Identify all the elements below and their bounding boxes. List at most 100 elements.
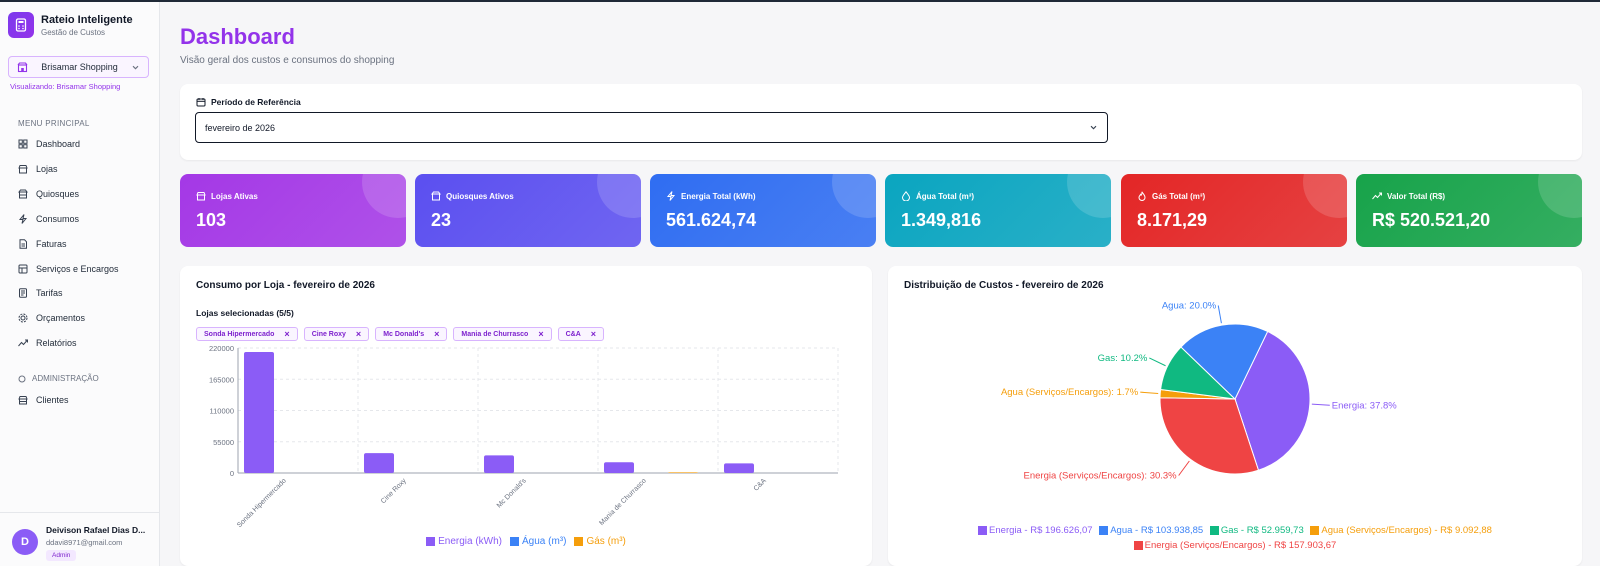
close-icon[interactable]: ×	[590, 329, 597, 339]
trend-icon	[18, 339, 28, 347]
kiosk-icon	[431, 191, 441, 201]
store-icon	[18, 165, 28, 174]
y-tick-label: 55000	[213, 438, 234, 447]
sidebar-item-label: Dashboard	[36, 139, 81, 149]
kpi-value: 23	[431, 210, 452, 230]
invoice-icon	[19, 239, 27, 249]
menu-heading-main: MENU PRINCIPAL	[18, 119, 90, 128]
sidebar-item-label: Clientes	[36, 395, 69, 405]
clients-icon	[18, 396, 28, 405]
sidebar-item-lojas[interactable]: Lojas	[18, 164, 58, 174]
bar	[604, 462, 634, 473]
store-chip: Mc Donald's ×	[375, 327, 448, 341]
legend-swatch	[1310, 526, 1320, 535]
page-title: Dashboard	[180, 24, 295, 49]
legend-item[interactable]: Energia - R$ 196.626,07	[978, 525, 1093, 536]
legend-label: Energia (kWh)	[438, 536, 502, 547]
sidebar-item-label: Faturas	[36, 239, 67, 249]
period-select[interactable]: fevereiro de 2026	[195, 112, 1108, 143]
sidebar-item-quiosques[interactable]: Quiosques	[18, 189, 79, 199]
legend-item[interactable]: Energia (kWh)	[426, 536, 502, 547]
flame-icon	[1138, 191, 1146, 201]
legend-label: Energia (Serviços/Encargos) - R$ 157.903…	[1144, 540, 1337, 551]
close-icon[interactable]: ×	[434, 329, 440, 339]
y-tick-label: 220000	[209, 344, 234, 353]
chip-label: Cine Roxy	[311, 330, 346, 338]
kpi-card-gas: Gás Total (m³) 8.171,29	[1121, 174, 1347, 247]
legend-item[interactable]: Água (m³)	[510, 536, 566, 547]
pie-slice-label: Energia (Serviços/Encargos): 30.3%	[1024, 470, 1178, 481]
distribution-title: Distribuição de Custos - fevereiro de 20…	[904, 280, 1104, 291]
consumption-card: Consumo por Loja - fevereiro de 2026 Loj…	[180, 266, 872, 566]
close-icon[interactable]: ×	[284, 329, 290, 339]
store-chip: Sonda Hipermercado ×	[196, 327, 298, 341]
close-icon[interactable]: ×	[355, 329, 362, 339]
pie-label-leader	[1140, 391, 1159, 394]
pie-slice-label: Agua (Serviços/Encargos): 1.7%	[1001, 387, 1139, 398]
legend-swatch	[1209, 526, 1219, 535]
sidebar-item-label: Lojas	[36, 164, 58, 174]
kiosk-icon	[18, 189, 28, 199]
x-tick-label: C&A	[753, 477, 768, 492]
legend-item[interactable]: Agua (Serviços/Encargos) - R$ 9.092,88	[1310, 525, 1492, 536]
sidebar-item-faturas[interactable]: Faturas	[18, 239, 67, 249]
close-icon[interactable]: ×	[538, 329, 544, 339]
period-card: Período de Referência fevereiro de 2026	[180, 84, 1582, 160]
legend-item[interactable]: Gás (m³)	[574, 536, 626, 547]
pie-slice	[1180, 323, 1269, 400]
kpi-value: R$ 520.521,20	[1372, 210, 1491, 230]
circle-icon	[18, 375, 26, 382]
brand[interactable]: Rateio Inteligente Gestão de Custos	[8, 12, 133, 38]
legend-swatch	[1133, 541, 1143, 550]
kpi-value: 8.171,29	[1137, 210, 1208, 230]
bar	[668, 472, 698, 473]
x-tick-label: Cine Roxy	[380, 477, 408, 505]
store-chip: Mania de Churrasco ×	[453, 327, 552, 341]
calculator-icon	[8, 12, 34, 38]
pie-label-leader	[1311, 403, 1330, 406]
bar	[244, 351, 274, 473]
kpi-label: Água Total (m³)	[916, 191, 975, 201]
user-email: ddavi8971@gmail.com	[46, 538, 123, 547]
store-chip: Cine Roxy ×	[303, 327, 370, 341]
sidebar-item-clientes[interactable]: Clientes	[18, 395, 69, 405]
chip-label: Sonda Hipermercado	[204, 330, 275, 338]
calendar-icon	[196, 98, 206, 107]
legend-item[interactable]: Agua - R$ 103.938,85	[1099, 525, 1203, 536]
sidebar-item-relatorios[interactable]: Relatórios	[18, 338, 77, 348]
legend-item[interactable]: Energia (Serviços/Encargos) - R$ 157.903…	[1133, 540, 1337, 551]
store-chip: C&A ×	[557, 327, 605, 341]
sidebar-item-label: Quiosques	[36, 189, 80, 199]
user-profile[interactable]: D Deivison Rafael Dias D... ddavi8971@gm…	[0, 512, 159, 566]
services-icon	[18, 264, 28, 274]
bar-chart-legend: Energia (kWh) Água (m³) Gás (m³)	[180, 536, 872, 547]
window-top-border	[0, 0, 1600, 2]
legend-swatch	[1099, 526, 1109, 535]
kpi-label: Quiosques Ativos	[446, 191, 514, 201]
x-tick-label: Sonda Hipermercado	[236, 477, 288, 529]
legend-label: Agua - R$ 103.938,85	[1110, 525, 1204, 536]
bar	[724, 463, 754, 473]
sidebar-item-dashboard[interactable]: Dashboard	[18, 139, 80, 149]
sidebar-item-servicos[interactable]: Serviços e Encargos	[18, 264, 119, 274]
chip-label: Mania de Churrasco	[461, 330, 529, 338]
sidebar-item-consumos[interactable]: Consumos	[18, 214, 79, 224]
kpi-label: Valor Total (R$)	[1387, 191, 1446, 201]
consumption-title: Consumo por Loja - fevereiro de 2026	[196, 280, 375, 291]
bar	[484, 455, 514, 473]
bolt-icon	[666, 191, 676, 201]
sidebar-item-tarifas[interactable]: Tarifas	[18, 288, 63, 298]
chip-label: C&A	[565, 330, 581, 338]
legend-item[interactable]: Gas - R$ 52.959,73	[1209, 525, 1304, 536]
sidebar-item-orcamentos[interactable]: Orçamentos	[18, 313, 85, 323]
tenant-select[interactable]: Brisamar Shopping	[8, 56, 149, 78]
kpi-value: 1.349,816	[901, 210, 982, 230]
role-badge: Admin	[46, 550, 77, 561]
trend-icon	[1372, 192, 1382, 200]
legend-label: Gás (m³)	[586, 536, 626, 547]
y-tick-label: 110000	[210, 407, 234, 416]
pie-slice	[1159, 397, 1260, 475]
tariff-icon	[19, 288, 27, 298]
menu-heading-admin: ADMINISTRAÇÃO	[18, 374, 99, 383]
bar	[364, 453, 394, 473]
